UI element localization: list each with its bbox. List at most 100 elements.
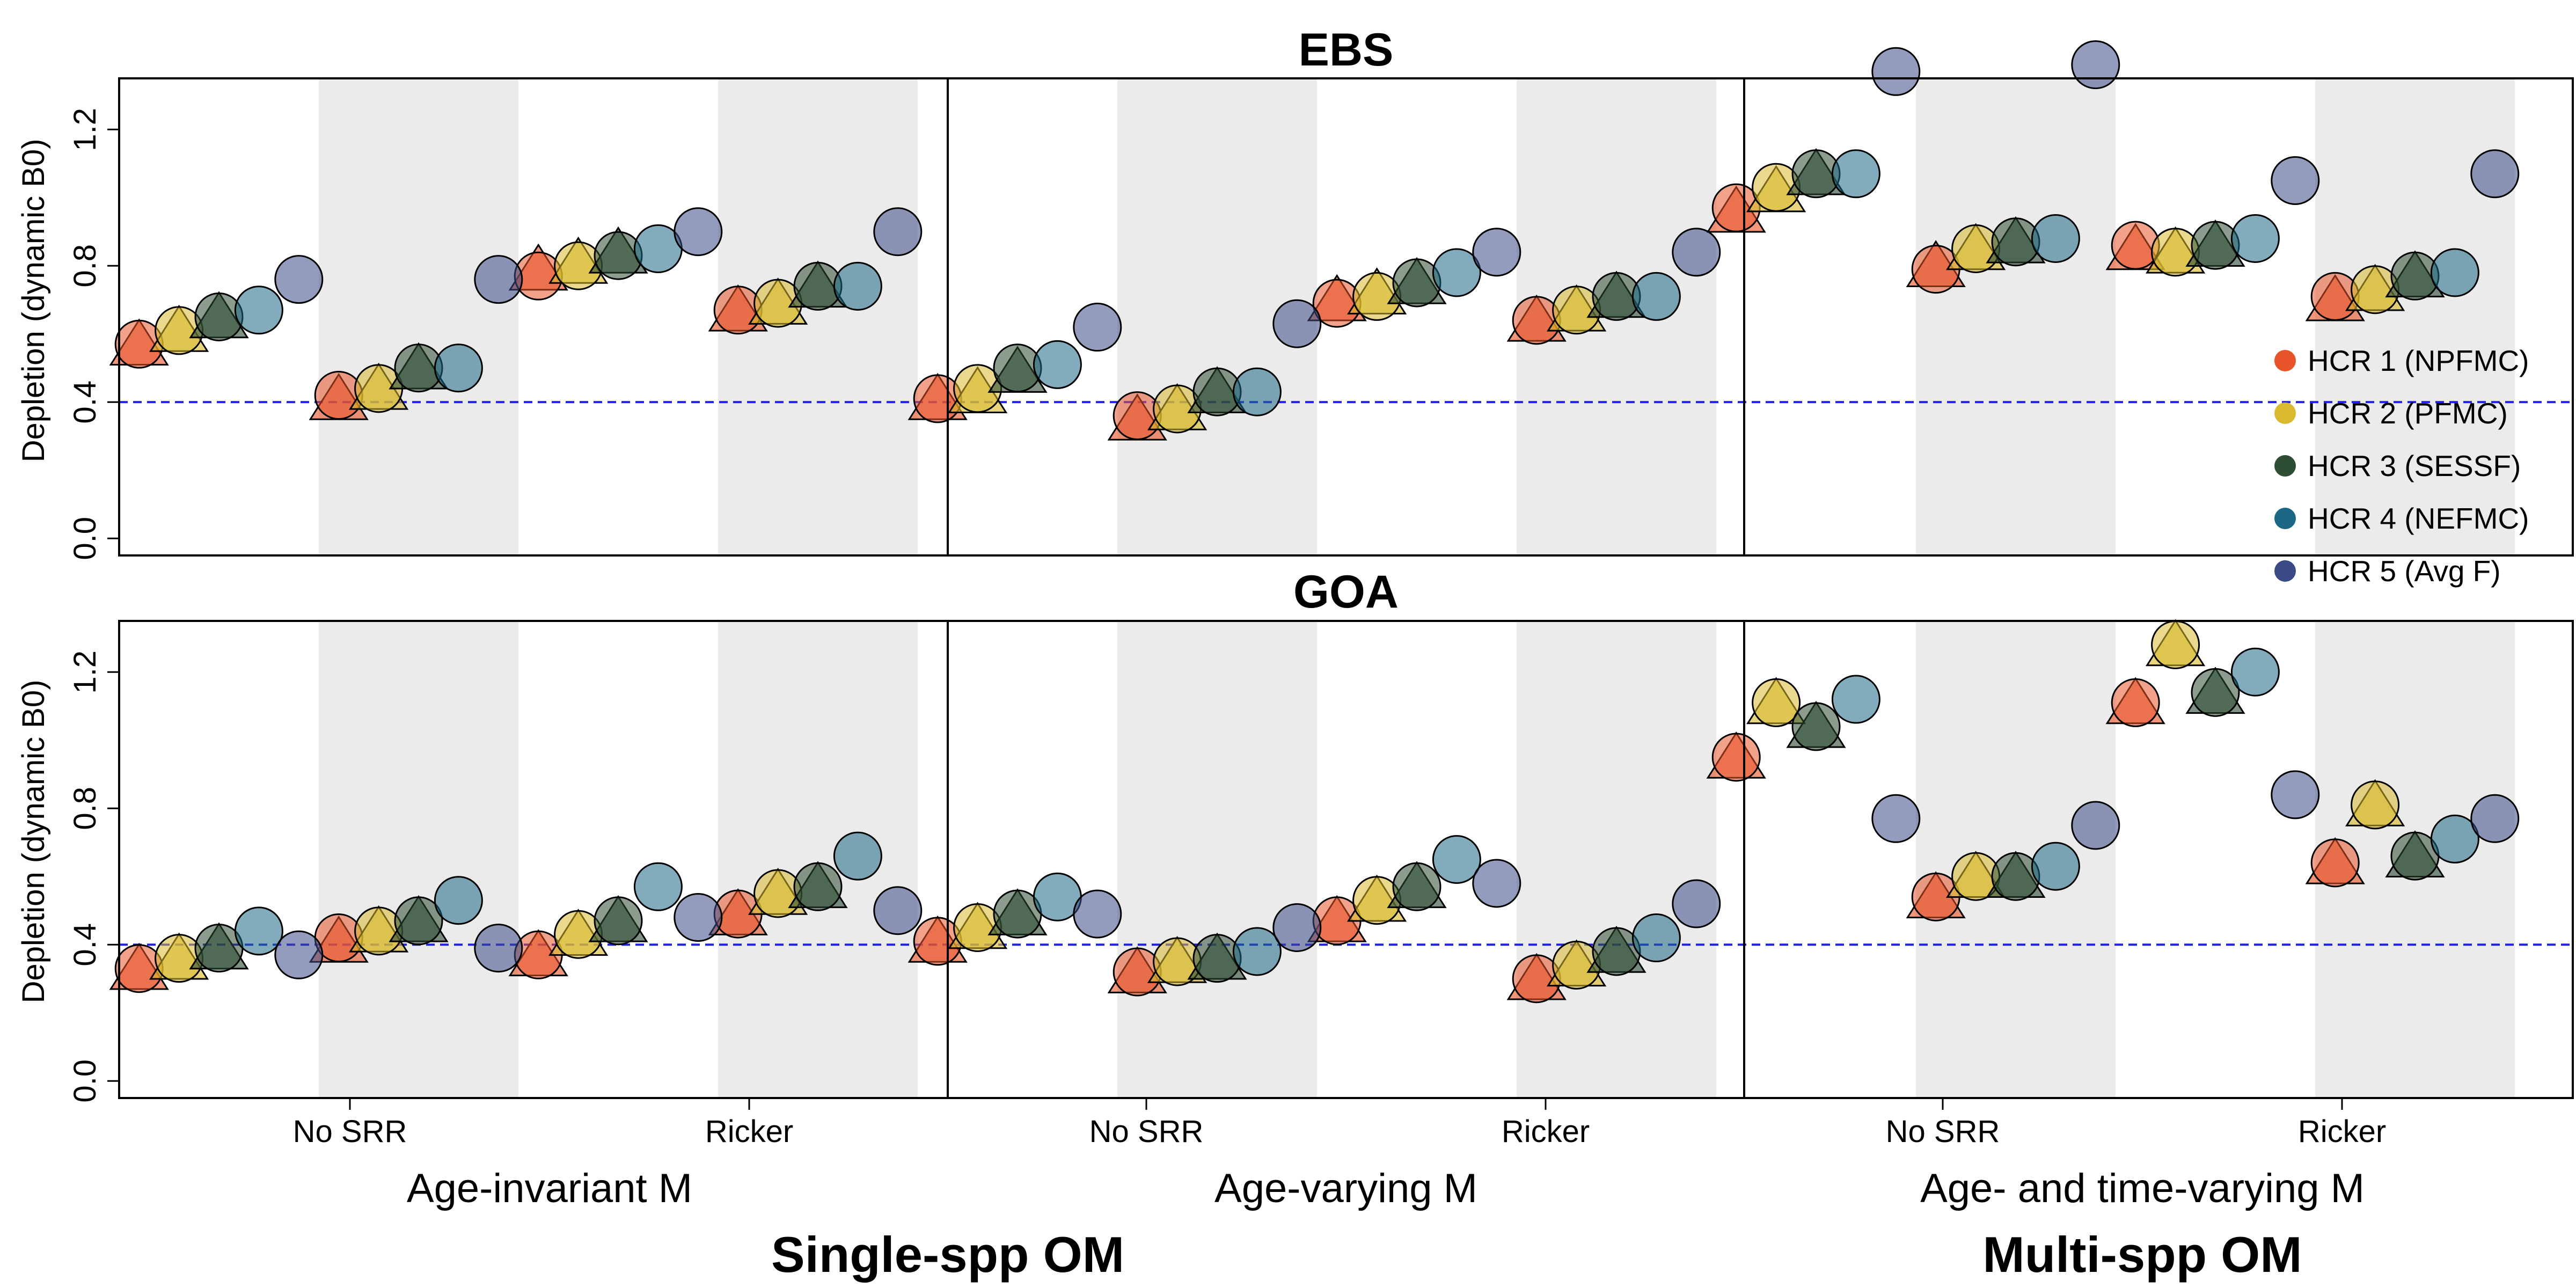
data-point-circle [1871,47,1921,96]
data-point-circle [2111,678,2160,727]
om-group-label: Single-spp OM [771,1226,1124,1283]
data-point-circle [434,343,483,393]
data-point-circle [873,886,923,935]
panel-title-goa: GOA [1293,566,1399,618]
data-point-circle [674,892,723,942]
data-point-circle [1472,228,1521,277]
legend-entry: HCR 2 (PFMC) [2308,397,2508,430]
legend-marker [2274,560,2296,582]
data-point-circle [2230,647,2280,697]
data-point-circle [674,207,723,257]
legend: HCR 1 (NPFMC) HCR 2 (PFMC) HCR 3 (SESSF) HC… [2274,344,2529,588]
legend-marker [2274,402,2296,424]
y-tick-label: 1.2 [68,108,103,151]
data-point-circle [1831,149,1880,199]
m-group-label: Age-varying M [1214,1166,1477,1211]
data-point-circle [2031,214,2080,263]
panel-backgrounds [319,78,2515,1098]
data-point-circle [1672,228,1721,277]
data-point-circle [1752,678,1801,727]
data-point-circle [434,876,483,925]
data-point-circle [1232,927,1282,976]
data-point-circle [2430,814,2479,863]
legend-marker [2274,455,2296,477]
data-point-circle [1432,248,1481,297]
data-point-circle [1831,675,1880,724]
m-group-label: Age- and time-varying M [1920,1166,2365,1211]
data-point-circle [474,924,523,973]
y-tick-label: 0.8 [68,787,103,830]
y-axis-label-goa: Depletion (dynamic B0) [16,680,51,1004]
data-point-circle [1033,340,1082,389]
data-point-circle [2470,794,2520,843]
data-point-circle [1392,862,1441,911]
shaded-band [319,78,518,555]
legend-entry: HCR 4 (NEFMC) [2308,502,2529,535]
shaded-band [1916,78,2116,555]
data-point-circle [1791,702,1841,751]
panel-title-ebs: EBS [1299,24,1394,76]
x-tick-label: No SRR [293,1114,407,1149]
legend-marker [2274,508,2296,529]
data-point-circle [2310,838,2360,888]
data-point-circle [2191,668,2240,717]
x-tick-label: Ricker [705,1114,793,1149]
data-point-circle [1711,733,1761,782]
data-point-circle [633,862,683,911]
y-tick-label: 0.4 [68,380,103,424]
y-ticks: 0.0 0.4 0.8 1.2 0.0 0.4 0.8 1.2 [68,108,2343,1110]
data-point-circle [1871,794,1921,843]
data-point-circle [1232,367,1282,416]
data-point-circle [594,896,643,946]
legend-entry: HCR 5 (Avg F) [2308,554,2501,588]
shaded-band [1517,621,1716,1098]
shaded-band [718,621,918,1098]
data-point-circle [2470,149,2520,199]
y-tick-label: 1.2 [68,650,103,694]
data-point-circle [234,286,283,335]
data-point-circle [793,862,843,911]
data-point-circle [2151,620,2200,669]
data-point-circle [2230,214,2280,263]
data-point-circle [474,255,523,304]
data-point-circle [1432,835,1481,884]
data-point-circle [2271,770,2320,819]
shaded-band [1117,621,1317,1098]
data-point-circle [833,831,882,881]
y-tick-label: 0.0 [68,1059,103,1103]
y-tick-label: 0.8 [68,244,103,288]
y-tick-label: 0.0 [68,517,103,560]
data-point-circle [833,261,882,311]
om-group-label: Multi-spp OM [1982,1226,2302,1283]
data-point-circle [234,906,283,956]
m-group-label: Age-invariant M [407,1166,692,1211]
x-tick-label: No SRR [1886,1114,2000,1149]
data-point-circle [2271,156,2320,205]
data-point-circle [1631,913,1681,963]
data-point-circle [1073,303,1122,352]
legend-marker [2274,350,2296,371]
data-point-circle [2351,780,2400,830]
data-point-circle [274,255,324,304]
data-point-circle [1073,889,1122,939]
x-tick-label: No SRR [1089,1114,1204,1149]
data-point-circle [873,207,923,257]
data-point-circle [394,896,443,946]
data-point-circle [2430,248,2479,297]
data-point-circle [2071,801,2120,850]
data-point-circle [2031,841,2080,891]
data-point-circle [1631,272,1681,321]
x-tick-label: Ricker [2298,1114,2386,1149]
data-point-circle [2071,40,2120,90]
data-point-circle [1272,903,1322,952]
data-point-circle [1472,859,1521,908]
y-tick-label: 0.4 [68,923,103,967]
y-axis-label-ebs: Depletion (dynamic B0) [16,139,51,463]
shaded-band [319,621,518,1098]
legend-entry: HCR 3 (SESSF) [2308,449,2521,482]
data-point-circle [1672,879,1721,928]
data-point-circle [1272,299,1322,348]
legend-entry: HCR 1 (NPFMC) [2308,344,2529,377]
x-tick-label: Ricker [1502,1114,1590,1149]
